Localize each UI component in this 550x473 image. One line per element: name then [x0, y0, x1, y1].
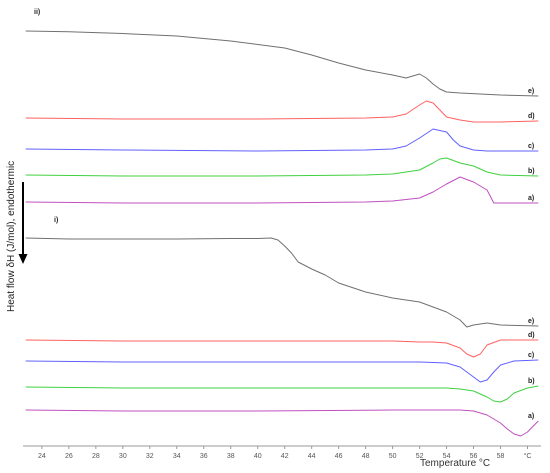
x-tick-label: 48	[362, 453, 370, 460]
series-line-i-c	[25, 359, 539, 383]
series-label-ii-e: e)	[528, 88, 534, 95]
x-tick-label: 52	[416, 453, 424, 460]
x-tick-label: 42	[281, 453, 289, 460]
series-label-i-b: b)	[528, 378, 535, 385]
x-tick-label: 46	[335, 453, 343, 460]
series-labels: e) d) c) b) a) e) d) c) b) a)	[528, 88, 535, 420]
series-line-ii-c	[25, 128, 539, 152]
series-line-i-a	[25, 409, 539, 437]
series-line-ii-a	[25, 176, 539, 204]
x-tick-label: 38	[227, 453, 235, 460]
series-line-ii-b	[25, 157, 539, 177]
x-tick-label: 44	[308, 453, 316, 460]
series-line-i-d	[25, 339, 539, 358]
series-lines	[25, 30, 539, 437]
x-tick-label: 32	[146, 453, 154, 460]
x-tick-label: 24	[38, 453, 46, 460]
panel-label-ii: ii)	[34, 9, 40, 16]
x-tick-label: 40	[254, 453, 262, 460]
endothermic-arrowhead	[18, 254, 28, 264]
series-label-ii-a: a)	[528, 195, 534, 202]
panel-label-i: i)	[54, 217, 58, 224]
series-label-i-e: e)	[528, 318, 534, 325]
series-label-i-a: a)	[528, 413, 534, 420]
series-line-i-b	[25, 385, 539, 403]
series-label-ii-c: c)	[528, 143, 534, 150]
x-tick-label: 50	[389, 453, 397, 460]
x-tick-label: 28	[92, 453, 100, 460]
x-tick-label: 58	[497, 453, 505, 460]
x-axis-label: Temperature °C	[420, 458, 490, 469]
series-line-ii-d	[25, 100, 539, 123]
x-tick-labels: 24 26 28 30 32 34 36 38 40 42 44 46 48 50 52 54 56 58 °C	[38, 452, 531, 460]
series-line-i-e	[25, 237, 539, 328]
series-label-ii-b: b)	[528, 168, 535, 175]
x-tick-label: 56	[470, 453, 478, 460]
x-tick-label: 26	[65, 453, 73, 460]
series-label-ii-d: d)	[528, 113, 535, 120]
x-tick-label: °C	[524, 452, 532, 460]
x-tick-label: 30	[119, 453, 127, 460]
series-line-ii-e	[25, 30, 539, 97]
y-axis-annotation: Heat flow δH (J/mol), endothermic	[6, 161, 28, 312]
x-axis	[23, 445, 541, 449]
x-tick-label: 54	[443, 453, 451, 460]
x-tick-label: 36	[200, 453, 208, 460]
series-label-i-d: d)	[528, 332, 535, 339]
x-tick-label: 34	[173, 453, 181, 460]
y-axis-label: Heat flow δH (J/mol), endothermic	[6, 161, 17, 312]
series-label-i-c: c)	[528, 352, 534, 359]
